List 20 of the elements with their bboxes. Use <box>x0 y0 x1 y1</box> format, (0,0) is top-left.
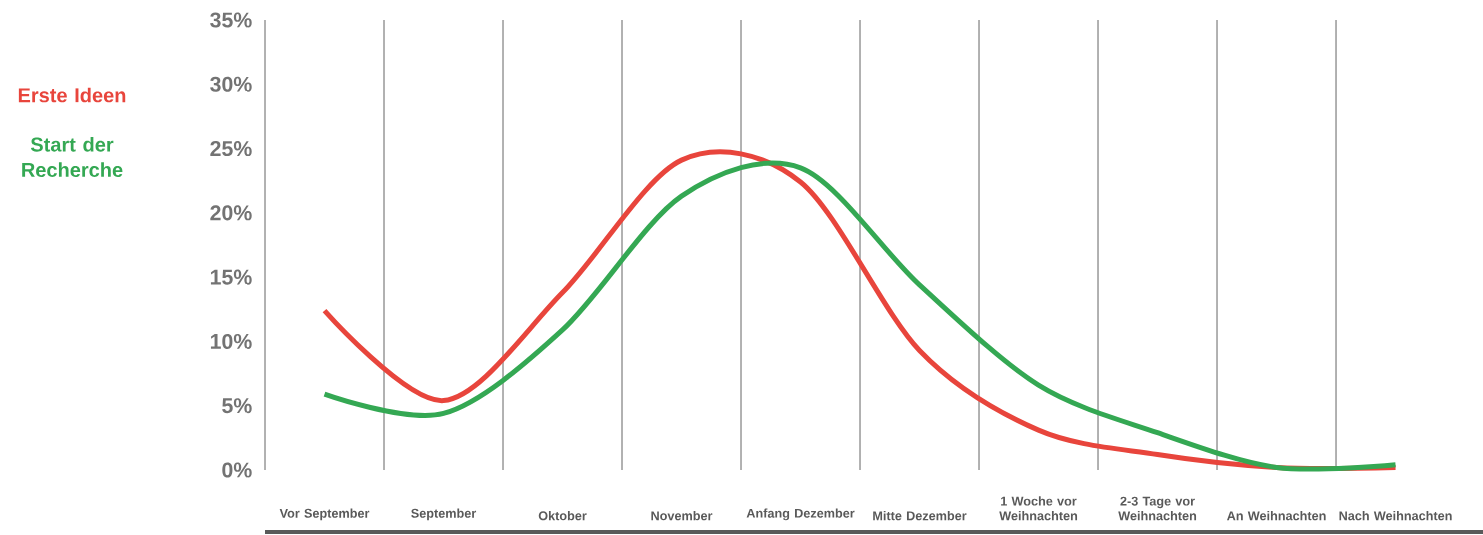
x-tick-label: 1 Woche vor Weihnachten <box>999 496 1078 521</box>
y-tick-label: 15% <box>210 269 252 285</box>
x-tick-label: September <box>411 508 477 521</box>
y-tick-label: 5% <box>222 398 252 414</box>
x-tick-label: Oktober <box>538 510 587 521</box>
text: Erste Ideen <box>18 87 126 103</box>
x-tick-label: An Weihnachten <box>1226 510 1326 521</box>
y-tick-label: 0% <box>222 462 252 478</box>
x-tick-label: Anfang Dezember <box>746 508 855 521</box>
y-tick-label: 35% <box>210 12 252 28</box>
y-tick-label: 25% <box>210 141 252 157</box>
y-tick-label: 10% <box>210 333 252 349</box>
x-tick-label: 2-3 Tage vor Weihnachten <box>1118 496 1197 521</box>
x-tick-label: Mitte Dezember <box>873 510 967 521</box>
y-tick-label: 20% <box>210 205 252 221</box>
x-tick-label: November <box>651 510 713 521</box>
x-tick-label: Vor September <box>279 508 370 521</box>
y-tick-label: 30% <box>210 76 252 92</box>
x-tick-label: Nach Weihnachten <box>1339 510 1452 521</box>
text: Start der Recherche <box>22 136 123 177</box>
